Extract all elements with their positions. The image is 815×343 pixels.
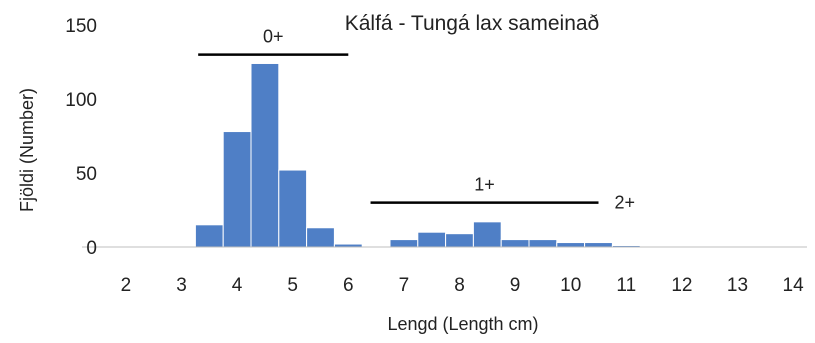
bar-10 bbox=[556, 242, 586, 248]
x-tick-label: 12 bbox=[671, 275, 692, 296]
x-tick-label: 5 bbox=[287, 275, 298, 296]
age-class-label: 1+ bbox=[474, 175, 495, 195]
y-tick-label: 100 bbox=[65, 90, 97, 111]
x-tick-label: 10 bbox=[560, 275, 581, 296]
x-tick-label: 9 bbox=[510, 275, 521, 296]
chart-title: Kálfá - Tungá lax sameinað bbox=[345, 12, 599, 35]
bar-5 bbox=[278, 169, 308, 248]
x-tick-label: 4 bbox=[232, 275, 243, 296]
x-tick-label: 7 bbox=[399, 275, 410, 296]
bar-10.5 bbox=[584, 242, 613, 248]
bar-4.5 bbox=[250, 62, 280, 248]
y-tick-label: 50 bbox=[76, 164, 97, 185]
bar-8 bbox=[445, 233, 474, 248]
bar-3.5 bbox=[194, 224, 224, 248]
x-tick-label: 11 bbox=[616, 275, 636, 296]
y-tick-label: 150 bbox=[65, 16, 97, 37]
bar-7 bbox=[389, 239, 419, 248]
bar-5.5 bbox=[306, 227, 335, 248]
bars-group bbox=[194, 62, 641, 248]
x-tick-labels: 2 3 4 5 6 7 8 9 10 11 12 13 14 bbox=[121, 275, 804, 296]
age-class-label: 0+ bbox=[263, 27, 284, 47]
x-tick-label: 6 bbox=[343, 275, 354, 296]
x-tick-label: 8 bbox=[454, 275, 465, 296]
x-axis-title: Lengd (Length cm) bbox=[387, 314, 538, 334]
y-tick-label: 0 bbox=[86, 238, 97, 259]
x-tick-label: 3 bbox=[176, 275, 187, 296]
bar-8.5 bbox=[472, 221, 502, 248]
x-tick-label: 13 bbox=[727, 275, 748, 296]
x-tick-label: 2 bbox=[121, 275, 132, 296]
bar-7.5 bbox=[417, 231, 447, 248]
bar-4 bbox=[222, 131, 252, 248]
y-axis-title: Fjöldi (Number) bbox=[17, 88, 37, 212]
bar-9.5 bbox=[528, 239, 558, 248]
x-tick-label: 14 bbox=[783, 275, 805, 296]
y-tick-labels: 0 50 100 150 bbox=[65, 16, 97, 259]
annotations-group: 0+ 1+ 2+ bbox=[198, 27, 635, 213]
age-class-label: 2+ bbox=[615, 193, 636, 213]
bar-9 bbox=[500, 239, 530, 248]
